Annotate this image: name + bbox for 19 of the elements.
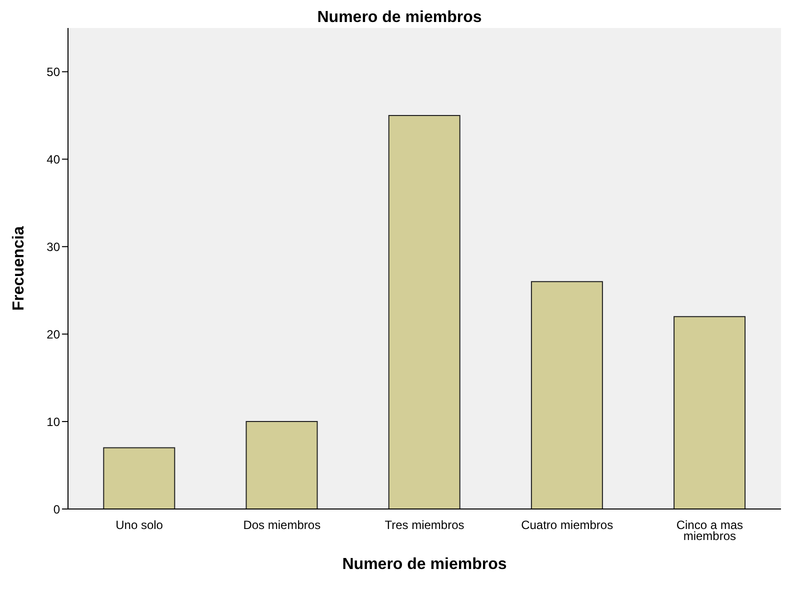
x-tick-label: Cinco a mas miembros [676,518,744,543]
bar [103,447,176,509]
y-tick-label: 50 [46,64,60,79]
x-axis-title: Numero de miembros [342,556,507,573]
y-tick-label: 40 [46,152,60,166]
chart-title: Numero de miembros [316,8,483,28]
x-tick-label: Dos miembros [243,518,321,532]
bar [388,114,460,509]
x-tick-label: Tres miembros [384,518,464,532]
y-tick-label: 10 [46,414,60,429]
y-axis-title: Frecuencia [10,226,28,311]
bar [530,281,603,509]
y-tick-label: 20 [46,327,60,342]
y-tick-label: 0 [53,502,60,516]
x-tick-label: Cuatro miembros [521,518,614,532]
x-tick-label: Uno solo [116,518,164,532]
y-tick-label: 30 [46,240,60,254]
bar [246,421,318,509]
bar [674,316,746,509]
